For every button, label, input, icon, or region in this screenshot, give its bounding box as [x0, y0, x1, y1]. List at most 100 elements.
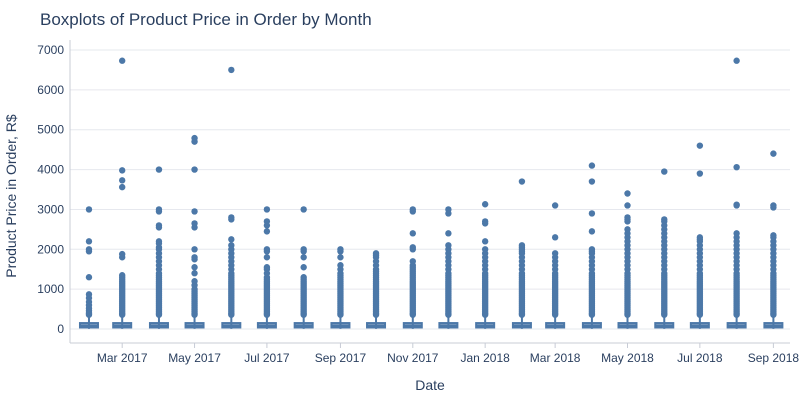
- outlier-point: [300, 248, 307, 255]
- outlier-point: [696, 142, 704, 149]
- outlier-point: [588, 162, 596, 169]
- outlier-point: [85, 206, 93, 213]
- box-group: [475, 201, 496, 329]
- box-group: [617, 190, 638, 329]
- y-tick-label: 6000: [37, 83, 64, 97]
- box-group: [763, 150, 784, 329]
- outlier-point: [624, 218, 631, 225]
- outlier-point: [588, 228, 596, 235]
- x-tick-label: Sep 2018: [748, 351, 800, 365]
- outlier-point: [155, 311, 163, 318]
- x-tick-label: May 2018: [601, 351, 654, 365]
- outlier-point: [409, 311, 417, 318]
- outlier-point: [155, 208, 163, 215]
- outlier-point: [263, 222, 271, 229]
- boxplot-series: [78, 57, 784, 329]
- outlier-point: [624, 311, 631, 318]
- y-tick-label: 3000: [37, 202, 64, 216]
- outlier-point: [191, 264, 198, 271]
- box-group: [545, 202, 566, 329]
- outlier-point: [228, 66, 235, 74]
- outlier-point: [337, 248, 344, 255]
- outlier-point: [118, 167, 126, 174]
- outlier-point: [551, 311, 559, 318]
- outlier-point: [518, 178, 526, 185]
- outlier-point: [300, 264, 307, 271]
- outlier-point: [85, 274, 93, 281]
- outlier-point: [191, 138, 198, 145]
- box-group: [330, 246, 351, 329]
- outlier-point: [661, 168, 668, 175]
- x-tick-label: Mar 2018: [530, 351, 581, 365]
- outlier-point: [85, 311, 93, 318]
- outlier-point: [445, 311, 452, 318]
- outlier-point: [263, 228, 271, 235]
- outlier-point: [300, 206, 307, 213]
- box-group: [689, 142, 710, 329]
- x-tick-label: Mar 2017: [97, 351, 148, 365]
- outlier-point: [551, 234, 559, 241]
- outlier-point: [191, 311, 198, 318]
- outlier-point: [191, 246, 198, 253]
- y-tick-labels: 0 1000 2000 3000 4000 5000 6000 7000: [37, 43, 64, 336]
- outlier-point: [409, 246, 417, 253]
- outlier-point: [337, 254, 344, 261]
- y-tick-label: 0: [57, 322, 64, 336]
- outlier-point: [770, 311, 777, 318]
- outlier-point: [228, 236, 235, 243]
- outlier-point: [733, 163, 740, 171]
- outlier-point: [155, 224, 163, 231]
- outlier-point: [118, 183, 126, 191]
- box-group: [184, 134, 205, 329]
- outlier-point: [263, 248, 271, 255]
- outlier-point: [85, 248, 93, 255]
- outlier-point: [300, 254, 307, 261]
- y-tick-label: 4000: [37, 163, 64, 177]
- outlier-point: [118, 57, 126, 64]
- outlier-point: [409, 230, 417, 237]
- box-group: [293, 206, 314, 329]
- y-tick-label: 1000: [37, 282, 64, 296]
- outlier-point: [85, 238, 93, 245]
- x-axis-title: Date: [415, 377, 445, 393]
- box-group: [112, 57, 133, 329]
- x-tick-label: Jul 2018: [677, 351, 723, 365]
- outlier-point: [588, 311, 596, 318]
- outlier-point: [191, 270, 198, 277]
- box-group: [256, 206, 277, 329]
- outlier-point: [518, 311, 526, 318]
- box-group: [78, 206, 99, 329]
- x-tick-label: Jan 2018: [460, 351, 510, 365]
- outlier-point: [118, 254, 126, 261]
- outlier-point: [263, 206, 271, 213]
- x-tick-label: Sep 2017: [315, 351, 367, 365]
- outlier-point: [263, 254, 271, 261]
- outlier-point: [696, 170, 704, 177]
- outlier-point: [409, 208, 417, 215]
- outlier-point: [372, 311, 380, 318]
- outlier-point: [733, 57, 740, 64]
- outlier-point: [481, 220, 489, 227]
- outlier-point: [770, 150, 777, 157]
- box-group: [366, 250, 387, 329]
- outlier-point: [263, 311, 271, 318]
- x-tick-label: May 2017: [168, 351, 221, 365]
- box-group: [148, 166, 169, 329]
- outlier-point: [118, 177, 126, 184]
- chart-title: Boxplots of Product Price in Order by Mo…: [40, 10, 372, 29]
- outlier-point: [337, 311, 344, 318]
- box-group: [511, 178, 532, 329]
- box-group: [221, 66, 242, 329]
- outlier-point: [228, 216, 235, 223]
- outlier-point: [445, 230, 452, 237]
- box-group: [581, 162, 602, 329]
- box-group: [654, 168, 675, 329]
- x-tick-labels: Mar 2017 May 2017 Jul 2017 Sep 2017 Nov 2017…: [97, 351, 800, 365]
- outlier-point: [191, 256, 198, 263]
- y-tick-label: 2000: [37, 242, 64, 256]
- outlier-point: [696, 311, 704, 318]
- y-axis-title: Product Price in Order, R$: [3, 114, 19, 278]
- outlier-point: [191, 208, 198, 215]
- outlier-point: [445, 210, 452, 217]
